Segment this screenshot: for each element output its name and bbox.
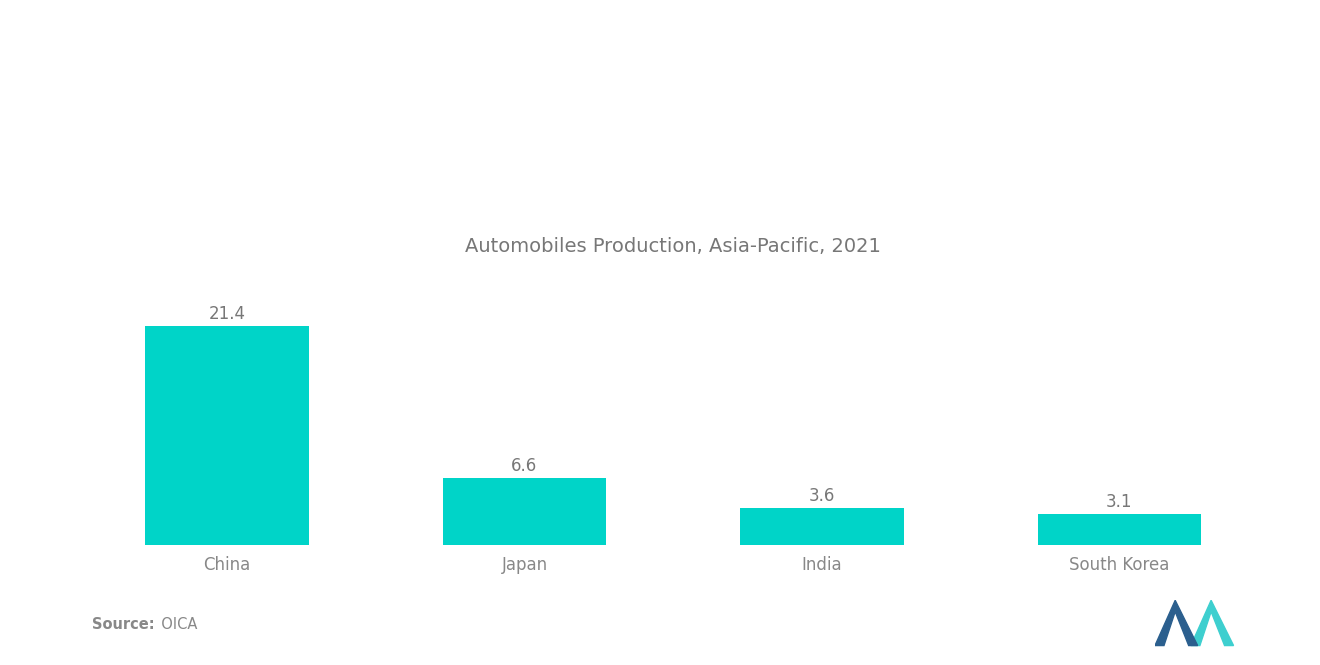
Bar (145, 327, 309, 545)
Text: 21.4: 21.4 (209, 305, 246, 323)
Text: 3.6: 3.6 (809, 487, 836, 505)
Bar (442, 477, 606, 545)
Polygon shape (1155, 600, 1197, 646)
Text: Source:: Source: (92, 616, 154, 632)
Polygon shape (1191, 600, 1233, 646)
Bar (741, 509, 904, 545)
Title: Automobiles Production, Asia-Pacific, 2021: Automobiles Production, Asia-Pacific, 20… (465, 237, 882, 255)
Bar (1038, 513, 1201, 545)
Text: 6.6: 6.6 (511, 457, 537, 475)
Text: 3.1: 3.1 (1106, 493, 1133, 511)
Text: OICA: OICA (152, 616, 197, 632)
